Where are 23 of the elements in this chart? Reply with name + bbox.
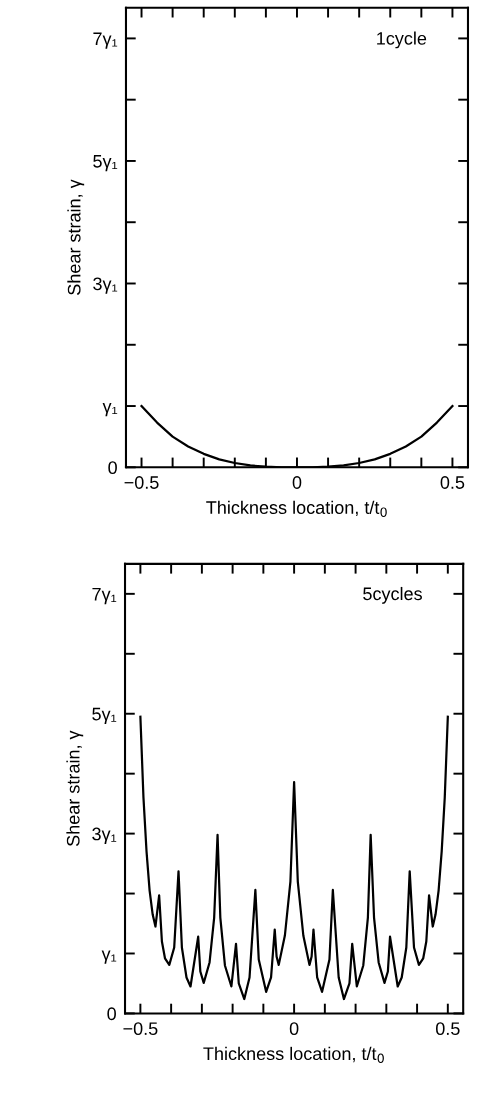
x-tick-label: 0 bbox=[289, 1022, 299, 1036]
y-tick-label: 5γ₁ bbox=[92, 707, 117, 725]
y-tick-label: 5γ₁ bbox=[93, 155, 118, 172]
x-tick-label: −0.5 bbox=[123, 1022, 158, 1036]
y-axis-title: Shear strain, γ bbox=[67, 179, 85, 295]
y-tick-label: γ₁ bbox=[102, 403, 118, 417]
x-tick-label: 0 bbox=[292, 476, 302, 489]
x-tick-label: −0.5 bbox=[124, 476, 159, 489]
annotation: 1cycle bbox=[377, 31, 427, 49]
y-tick-label: 3γ₁ bbox=[92, 827, 117, 844]
x-axis-title: Thickness location, t/t$_{0}$ bbox=[203, 1046, 384, 1064]
y-tick-label: 3γ₁ bbox=[93, 277, 118, 294]
annotation: 5cycles bbox=[363, 586, 422, 604]
y-axis-title: Shear strain, γ bbox=[66, 730, 84, 847]
x-tick-label: 0.5 bbox=[440, 476, 465, 489]
y-tick-label: 7γ₁ bbox=[93, 32, 118, 49]
y-tick-label: 7γ₁ bbox=[92, 587, 117, 605]
x-axis-title: Thickness location, t/t$_{0}$ bbox=[206, 500, 387, 517]
x-tick-label: 0.5 bbox=[435, 1022, 460, 1036]
y-tick-label: 0 bbox=[108, 461, 117, 475]
line-series bbox=[139, 715, 449, 1001]
y-tick-label: 0 bbox=[107, 1007, 116, 1021]
y-tick-label: γ₁ bbox=[101, 950, 117, 964]
